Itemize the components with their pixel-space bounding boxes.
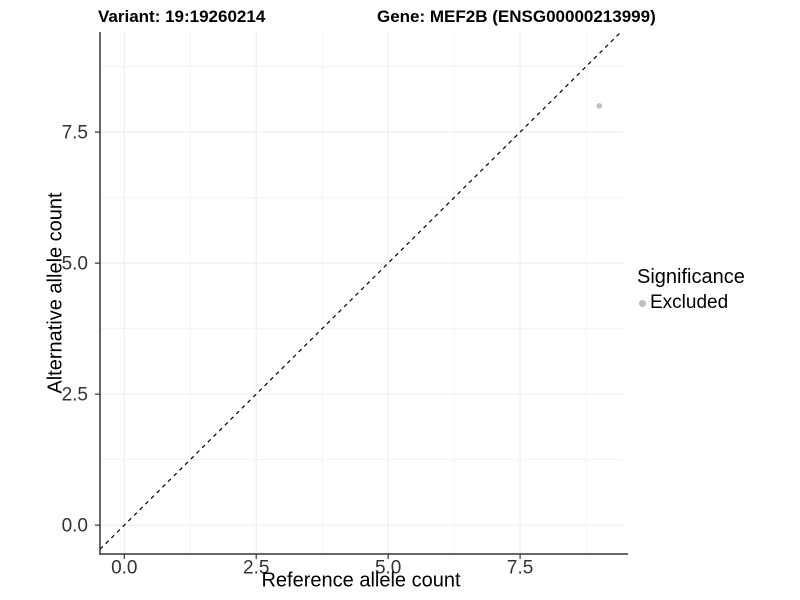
legend: Significance Excluded <box>637 266 745 314</box>
x-tick-label: 2.5 <box>243 558 269 579</box>
x-tick-label: 0.0 <box>111 558 137 579</box>
plot-title-gene: Gene: MEF2B (ENSG00000213999) <box>377 7 656 26</box>
legend-title: Significance <box>637 266 745 288</box>
x-tick-label: 5.0 <box>375 558 401 579</box>
legend-entry-excluded: Excluded <box>637 292 745 314</box>
identity-dashed-line <box>99 31 622 550</box>
x-axis-title: Reference allele count <box>261 569 461 592</box>
data-point <box>596 103 603 109</box>
legend-point-icon <box>639 299 646 307</box>
plot-title-variant: Variant: 19:19260214 <box>98 7 266 26</box>
legend-entry-label: Excluded <box>650 292 729 313</box>
x-tick-label: 7.5 <box>507 558 533 579</box>
y-tick-label: 0.0 <box>62 516 88 537</box>
y-axis-title: Alternative allele count <box>44 192 67 394</box>
y-tick-label: 5.0 <box>62 254 88 275</box>
y-tick-label: 7.5 <box>62 123 88 144</box>
y-tick-label: 2.5 <box>62 385 88 406</box>
